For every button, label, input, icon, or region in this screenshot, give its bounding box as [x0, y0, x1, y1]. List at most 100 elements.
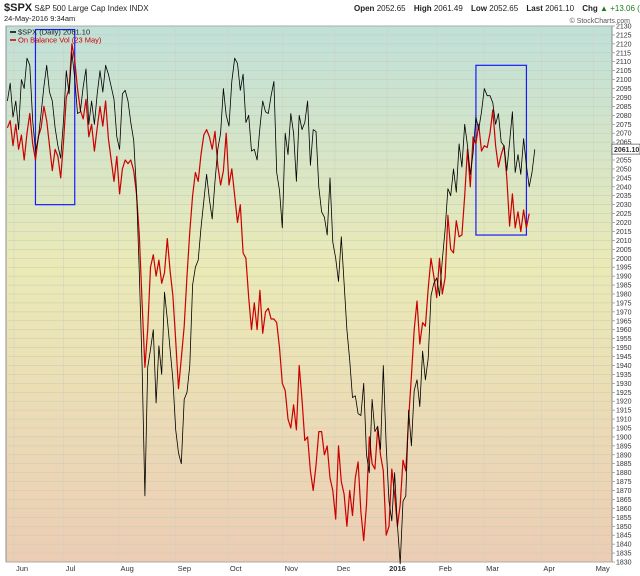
- y-tick-label: 1915: [616, 408, 632, 415]
- y-tick-label: 2050: [616, 166, 632, 173]
- y-tick-label: 1875: [616, 479, 632, 486]
- y-tick-label: 1995: [616, 265, 632, 272]
- y-tick-label: 1835: [616, 551, 632, 558]
- y-tick-label: 2130: [616, 24, 632, 31]
- y-tick-label: 1840: [616, 542, 632, 549]
- x-tick-label: Apr: [543, 564, 555, 573]
- watermark: © StockCharts.com: [569, 18, 630, 25]
- y-tick-label: 1925: [616, 390, 632, 397]
- y-tick-label: 1900: [616, 434, 632, 441]
- y-tick-label: 1920: [616, 399, 632, 406]
- y-tick-label: 2035: [616, 193, 632, 200]
- y-tick-label: 1980: [616, 292, 632, 299]
- y-tick-label: 2020: [616, 220, 632, 227]
- header-low: 2052.65: [489, 4, 519, 13]
- x-tick-label: Dec: [337, 564, 351, 573]
- y-tick-label: 2110: [616, 59, 631, 66]
- y-tick-label: 2025: [616, 211, 632, 218]
- y-tick-label: 2015: [616, 229, 632, 236]
- y-tick-label: 2095: [616, 86, 632, 93]
- y-tick-label: 2075: [616, 122, 632, 129]
- header-quote: Open 2052.65 High 2061.49 Low 2052.65 La…: [354, 4, 640, 13]
- x-tick-label: 2016: [389, 564, 406, 573]
- y-tick-label: 1960: [616, 327, 632, 334]
- header-exchange: INDX: [129, 4, 149, 13]
- y-tick-label: 2125: [616, 32, 632, 39]
- y-tick-label: 1870: [616, 488, 632, 495]
- y-tick-label: 2070: [616, 131, 632, 138]
- y-tick-label: 1940: [616, 363, 632, 370]
- last-value-label: 2061.10: [614, 147, 639, 154]
- header-high: 2061.49: [433, 4, 463, 13]
- y-tick-label: 2080: [616, 113, 632, 120]
- series-line-obv: [6, 43, 530, 542]
- y-tick-label: 2010: [616, 238, 632, 245]
- header-chg: +13.06 (+0.64%): [610, 4, 640, 13]
- y-tick-label: 2040: [616, 184, 632, 191]
- x-tick-label: Jul: [66, 564, 76, 573]
- y-tick-label: 1945: [616, 354, 632, 361]
- y-tick-label: 1930: [616, 381, 632, 388]
- y-tick-label: 1830: [616, 560, 632, 567]
- y-tick-label: 2005: [616, 247, 632, 254]
- y-tick-label: 1935: [616, 372, 632, 379]
- y-tick-label: 2120: [616, 41, 632, 48]
- y-tick-label: 2105: [616, 68, 632, 75]
- x-tick-label: Mar: [486, 564, 499, 573]
- y-tick-label: 2090: [616, 95, 632, 102]
- y-tick-label: 2045: [616, 175, 632, 182]
- y-tick-label: 2065: [616, 140, 632, 147]
- x-tick-label: Feb: [439, 564, 452, 573]
- header-low-label: Low: [471, 4, 488, 13]
- y-tick-label: 1985: [616, 283, 632, 290]
- header-chg-label: Chg: [582, 4, 598, 13]
- y-tick-label: 1910: [616, 417, 632, 424]
- y-tick-label: 1850: [616, 524, 632, 531]
- x-tick-label: Oct: [230, 564, 243, 573]
- y-tick-label: 2030: [616, 202, 632, 209]
- y-tick-label: 1895: [616, 443, 632, 450]
- header-last: 2061.10: [545, 4, 575, 13]
- highlight-box: [34, 28, 76, 206]
- y-tick-label: 1880: [616, 470, 632, 477]
- y-tick-label: 1845: [616, 533, 632, 540]
- x-tick-label: Nov: [285, 564, 299, 573]
- y-tick-label: 1970: [616, 309, 632, 316]
- header-open-label: Open: [354, 4, 375, 13]
- y-tick-label: 1885: [616, 461, 632, 468]
- header-chg-arrow: ▲: [600, 4, 608, 13]
- header-datetime: 24-May-2016 9:34am: [4, 14, 76, 23]
- x-tick-label: Aug: [120, 564, 133, 573]
- header-high-label: High: [413, 4, 432, 13]
- series-line-spx: [7, 52, 536, 565]
- header-name: S&P 500 Large Cap Index: [34, 4, 128, 13]
- legend-label: On Balance Vol (23 May): [18, 36, 102, 45]
- y-tick-label: 1990: [616, 274, 632, 281]
- y-tick-label: 1950: [616, 345, 632, 352]
- y-tick-label: 2085: [616, 104, 632, 111]
- y-tick-label: 1975: [616, 300, 632, 307]
- y-tick-label: 2115: [616, 50, 631, 57]
- header-open: 2052.65: [376, 4, 406, 13]
- y-tick-label: 1855: [616, 515, 632, 522]
- y-tick-label: 2100: [616, 77, 632, 84]
- x-tick-label: Sep: [178, 564, 191, 573]
- last-value-box: [611, 143, 640, 155]
- y-tick-label: 2000: [616, 256, 632, 263]
- y-tick-label: 1965: [616, 318, 632, 325]
- header-symbol: $SPX: [4, 2, 33, 14]
- header-last-label: Last: [526, 4, 543, 13]
- y-tick-label: 1860: [616, 506, 632, 513]
- header-title: $SPX S&P 500 Large Cap Index INDX: [4, 2, 149, 14]
- legend-label: $SPX (Daily) 2061.10: [18, 28, 90, 37]
- x-tick-label: May: [596, 564, 610, 573]
- y-tick-label: 2055: [616, 158, 632, 165]
- highlight-box: [475, 64, 528, 236]
- y-tick-label: 1955: [616, 336, 632, 343]
- y-tick-label: 1905: [616, 426, 632, 433]
- x-tick-label: Jun: [16, 564, 28, 573]
- y-tick-label: 1890: [616, 452, 632, 459]
- y-tick-label: 1865: [616, 497, 632, 504]
